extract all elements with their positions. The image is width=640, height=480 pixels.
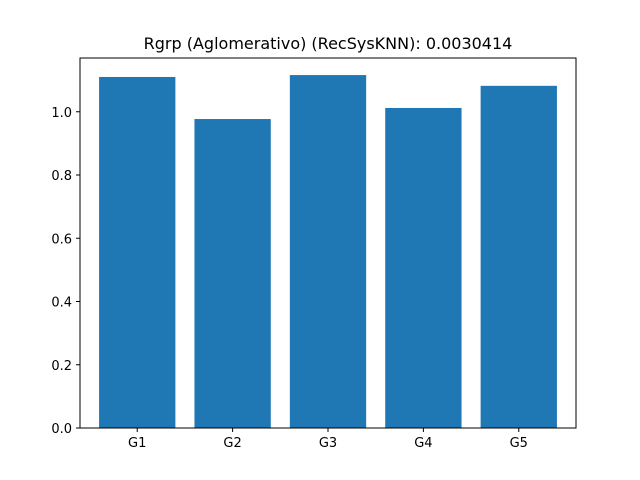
plot-frame [79, 57, 577, 429]
y-tick-label: 0.0 [51, 422, 72, 437]
bar-g1 [99, 76, 176, 428]
y-tick-label: 0.6 [51, 232, 72, 247]
bar-g2 [194, 119, 271, 429]
chart-title: Rgrp (Aglomerativo) (RecSysKNN): 0.00304… [144, 34, 513, 53]
y-tick-label: 0.8 [51, 169, 72, 184]
bars-group [99, 75, 557, 429]
x-tick-label: G3 [319, 436, 337, 451]
y-tick-label: 0.4 [51, 296, 72, 311]
y-axis: 0.0 0.2 0.4 0.6 0.8 1.0 [51, 106, 80, 437]
bar-g3 [289, 75, 367, 429]
x-tick-label: G5 [510, 436, 528, 451]
x-tick-label: G1 [128, 436, 146, 451]
y-tick-label: 1.0 [51, 106, 72, 121]
x-tick-label: G2 [223, 436, 241, 451]
bar-g4 [385, 107, 462, 428]
x-axis: G1 G2 G3 G4 G5 [128, 428, 528, 451]
y-tick-label: 0.2 [51, 359, 72, 374]
bar-g5 [480, 85, 557, 428]
x-tick-label: G4 [414, 436, 432, 451]
